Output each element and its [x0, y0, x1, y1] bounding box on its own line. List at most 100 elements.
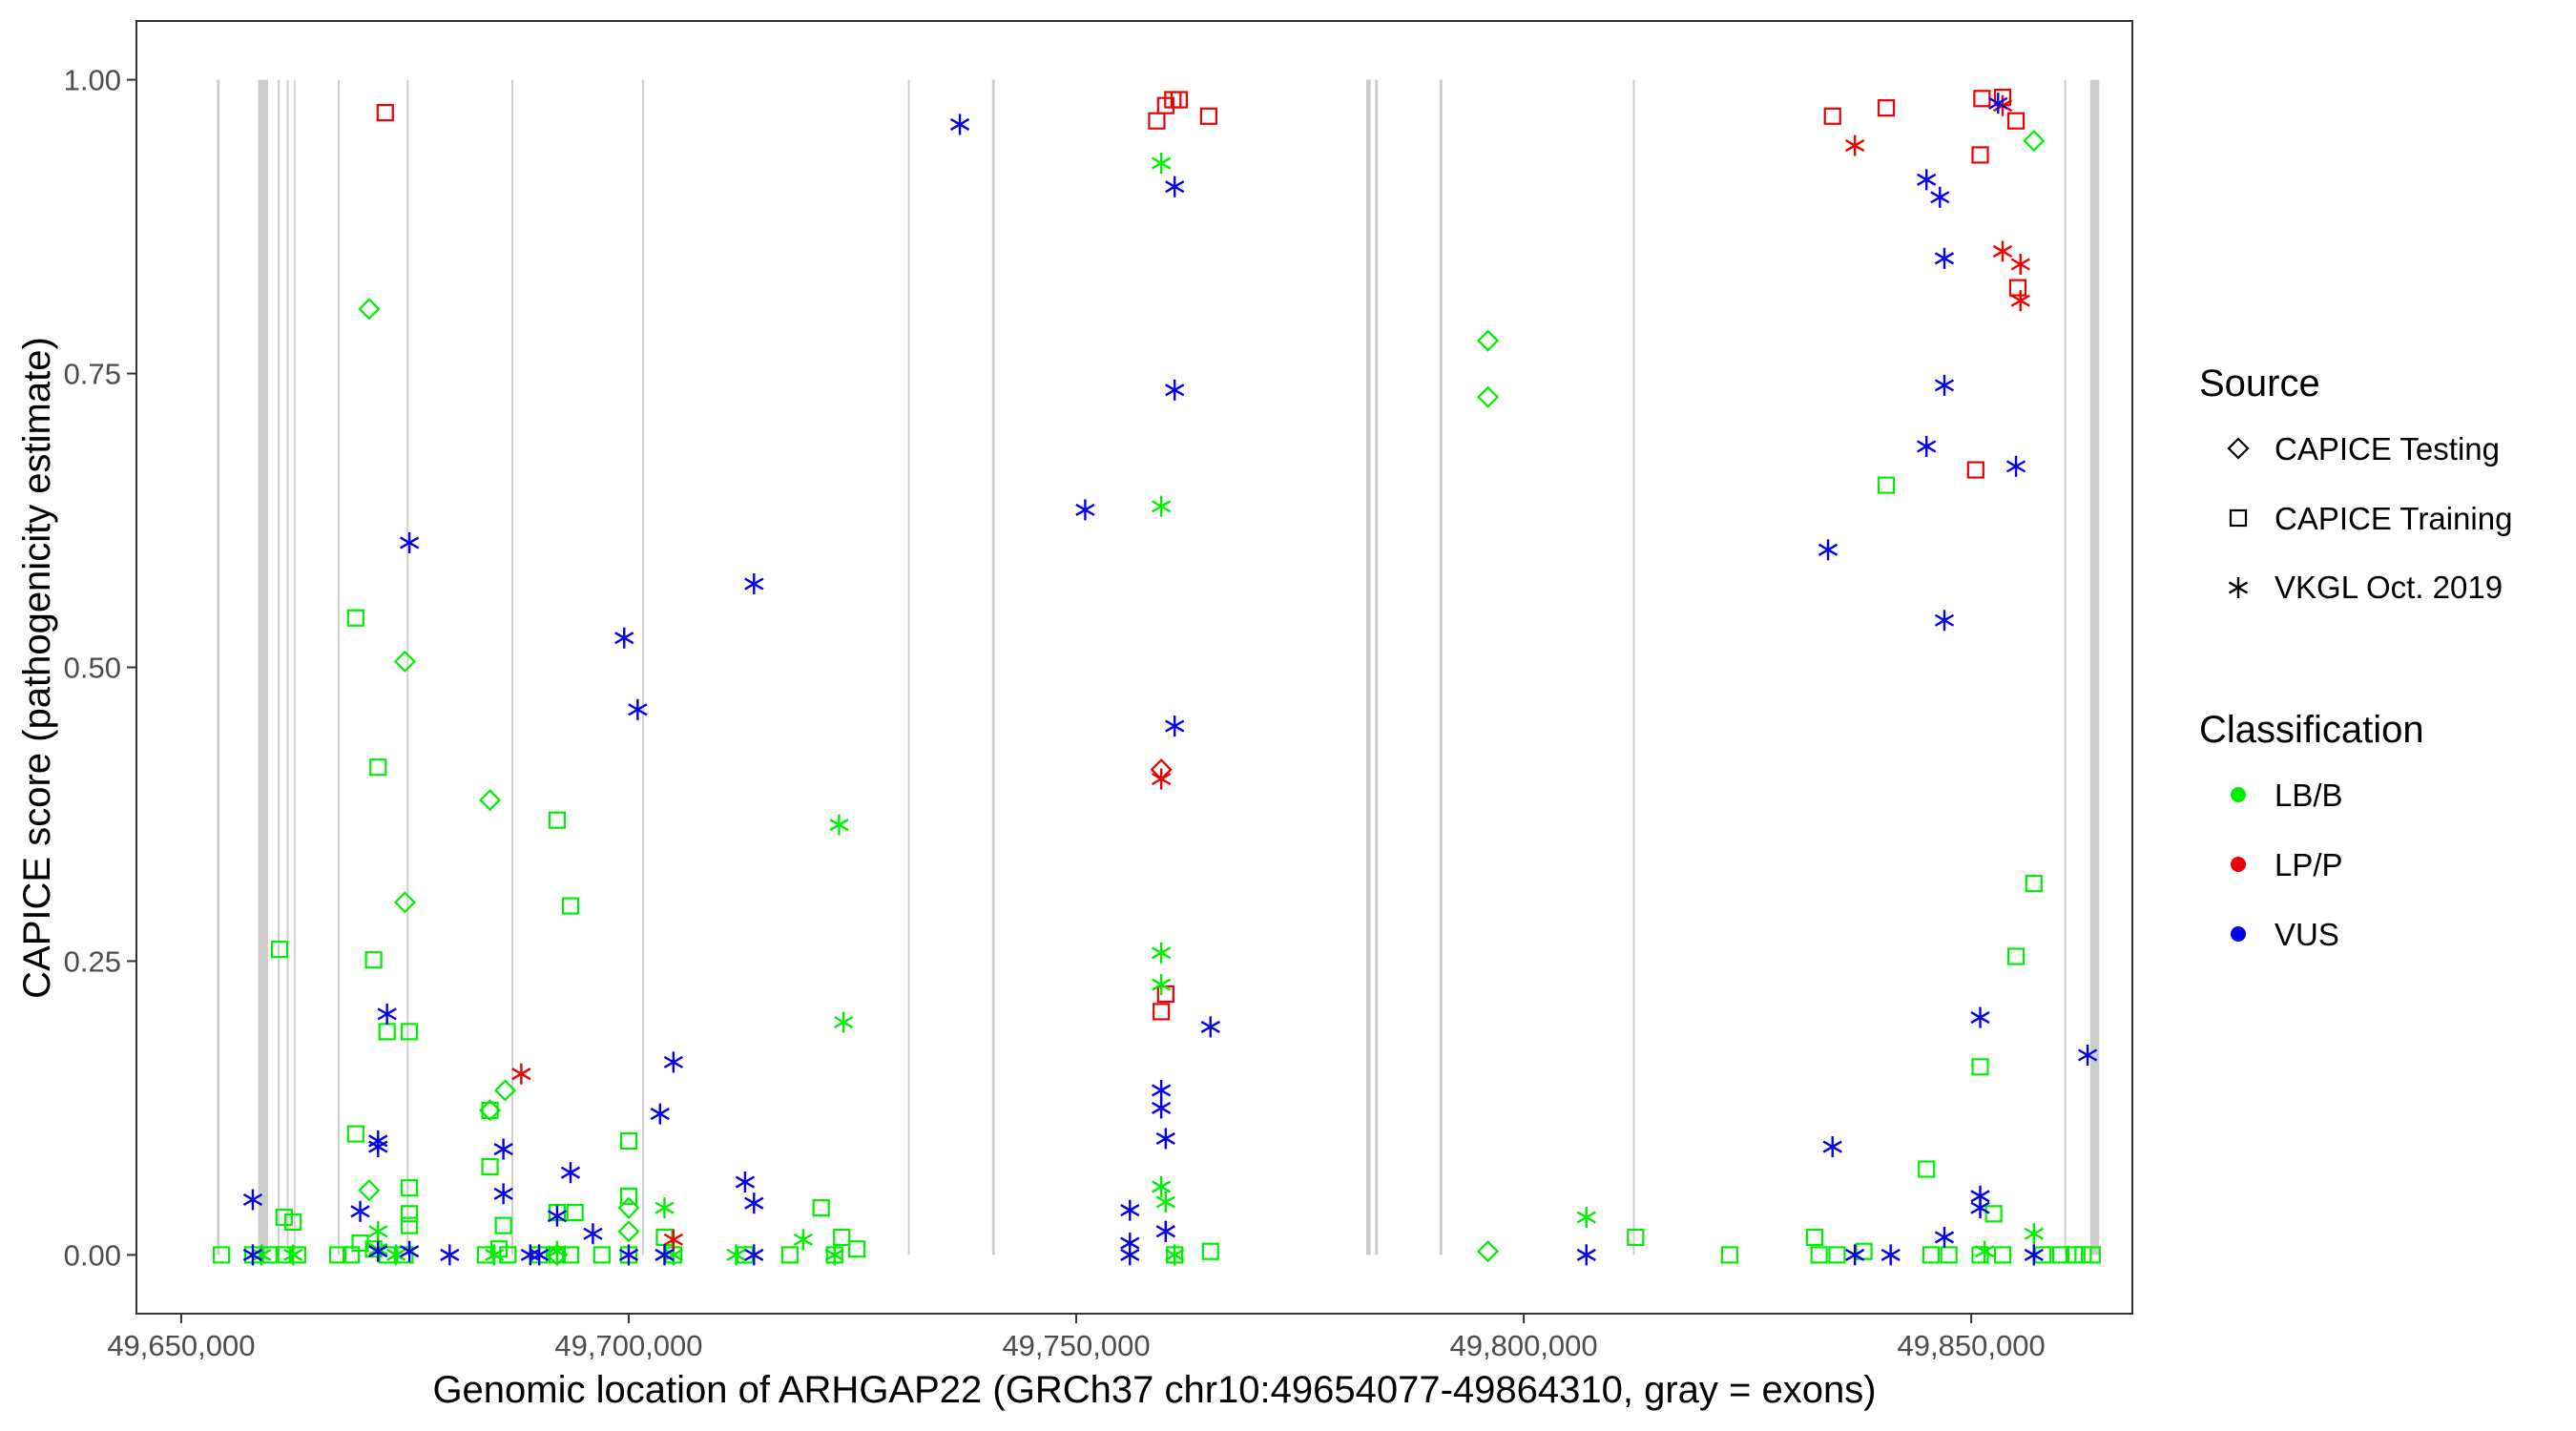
- point-asterisk-vus: [614, 627, 634, 649]
- point-asterisk-vus: [1120, 1244, 1140, 1266]
- legend-diamond-key: [2227, 437, 2250, 460]
- point-asterisk-vus: [744, 1244, 764, 1266]
- legend-source-label-capice-training: CAPICE Training: [2275, 501, 2512, 536]
- point-square-lb-b: [1940, 1246, 1958, 1264]
- point-asterisk-vus: [2077, 1045, 2098, 1066]
- y-tick-label: 0.50: [64, 652, 121, 685]
- y-tick-label: 0.75: [64, 358, 121, 391]
- legend: Source CAPICE Testing CAPICE Training VK…: [2199, 363, 2512, 952]
- point-square-lb-b: [369, 758, 387, 777]
- point-asterisk-lb-b: [385, 1244, 406, 1266]
- exon-band-15: [1632, 79, 1635, 1255]
- exon-band-2: [258, 79, 268, 1255]
- legend-classification-label-lpp: LP/P: [2275, 847, 2343, 882]
- point-diamond-lb-b: [617, 1220, 640, 1243]
- legend-source-entry-capice-training: CAPICE Training: [2229, 501, 2512, 536]
- exon-band-16: [2064, 79, 2067, 1255]
- point-asterisk-vus: [350, 1200, 370, 1222]
- point-square-lb-b: [1810, 1246, 1828, 1264]
- point-asterisk-lb-b: [1576, 1206, 1596, 1228]
- point-diamond-lb-b: [479, 789, 502, 812]
- point-asterisk-lb-b: [833, 1011, 854, 1033]
- point-square-lb-b: [346, 1125, 364, 1143]
- exon-band-10: [907, 79, 910, 1255]
- point-asterisk-lb-b: [1152, 495, 1172, 517]
- point-square-lb-b: [1627, 1228, 1645, 1247]
- point-asterisk-vus: [1200, 1016, 1220, 1038]
- point-square-lb-b: [1971, 1246, 1989, 1264]
- legend-source-title: Source: [2199, 363, 2320, 404]
- point-diamond-lb-b: [493, 1079, 517, 1102]
- point-asterisk-vus: [547, 1205, 568, 1227]
- point-square-lb-b: [364, 951, 383, 969]
- point-asterisk-vus: [1165, 716, 1185, 737]
- point-square-lb-b: [1828, 1246, 1846, 1264]
- point-square-lb-b: [481, 1157, 499, 1176]
- point-asterisk-vus: [1970, 1006, 1990, 1028]
- point-asterisk-lp-p: [2010, 253, 2030, 275]
- point-asterisk-lb-b: [1165, 1244, 1185, 1266]
- point-square-lb-b: [2025, 875, 2043, 893]
- point-asterisk-vus: [399, 1240, 420, 1262]
- legend-asterisk-key: [2228, 577, 2249, 598]
- point-asterisk-vus: [440, 1244, 460, 1266]
- point-square-lb-b: [1720, 1246, 1738, 1264]
- point-asterisk-vus: [744, 1192, 764, 1214]
- x-tick-label: 49,850,000: [1898, 1329, 2046, 1362]
- point-asterisk-vus: [1822, 1136, 1842, 1158]
- point-asterisk-lb-b: [2024, 1223, 2044, 1245]
- point-square-lb-b: [2065, 1246, 2084, 1264]
- x-tick-label: 49,800,000: [1450, 1329, 1598, 1362]
- point-asterisk-lb-b: [1155, 1191, 1175, 1213]
- point-asterisk-vus: [735, 1172, 756, 1193]
- point-asterisk-vus: [1880, 1244, 1901, 1266]
- point-square-lb-b: [275, 1208, 293, 1227]
- legend-classification-title: Classification: [2199, 709, 2424, 751]
- point-square-lp-p: [1199, 107, 1217, 125]
- legend-source-label-capice-testing: CAPICE Testing: [2275, 431, 2500, 467]
- point-square-lp-p: [1877, 99, 1896, 117]
- x-tick-label: 49,750,000: [1002, 1329, 1150, 1362]
- point-asterisk-lb-b: [252, 1244, 272, 1266]
- point-square-lb-b: [401, 1205, 419, 1223]
- point-asterisk-vus: [493, 1138, 513, 1160]
- x-axis-label: Genomic location of ARHGAP22 (GRCh37 chr…: [432, 1369, 1876, 1411]
- point-square-lb-b: [1877, 476, 1896, 494]
- point-asterisk-vus: [1930, 186, 1950, 208]
- point-square-lb-b: [1805, 1228, 1824, 1247]
- point-asterisk-vus: [1152, 1097, 1172, 1119]
- point-asterisk-lb-b: [368, 1220, 388, 1242]
- point-square-lp-p: [1966, 461, 1984, 479]
- point-square-lb-b: [561, 897, 580, 915]
- y-tick-label: 0.25: [64, 944, 121, 978]
- point-asterisk-vus: [1120, 1199, 1140, 1221]
- exon-band-9: [642, 79, 644, 1255]
- point-square-lb-b: [2083, 1246, 2101, 1264]
- point-square-lb-b: [592, 1246, 611, 1264]
- exon-band-12: [1365, 79, 1371, 1255]
- point-asterisk-lb-b: [654, 1197, 675, 1219]
- point-square-lp-p: [1148, 112, 1166, 130]
- point-asterisk-lb-b: [1975, 1240, 1995, 1262]
- point-diamond-lb-b: [1477, 385, 1500, 408]
- point-asterisk-vus: [1917, 435, 1937, 457]
- point-asterisk-vus: [949, 114, 970, 135]
- point-square-lb-b: [213, 1246, 231, 1264]
- exon-band-4: [286, 79, 289, 1255]
- point-asterisk-vus: [744, 573, 764, 595]
- point-square-lp-p: [1170, 91, 1189, 109]
- legend-classification-label-vus: VUS: [2275, 917, 2339, 952]
- point-asterisk-vus: [1152, 1079, 1172, 1101]
- point-asterisk-vus: [1165, 176, 1185, 197]
- series-vkgl-oct-2019-lb-b: [252, 153, 2044, 1266]
- legend-square-icon: [2229, 508, 2248, 528]
- point-square-lb-b: [833, 1228, 851, 1247]
- point-asterisk-vus: [520, 1244, 540, 1266]
- point-square-lp-p: [376, 103, 394, 122]
- point-asterisk-vus: [530, 1244, 550, 1266]
- point-asterisk-vus: [368, 1136, 388, 1158]
- point-asterisk-vus: [1165, 379, 1185, 401]
- point-square-lb-b: [1201, 1242, 1219, 1260]
- point-asterisk-lp-p: [1845, 135, 1865, 156]
